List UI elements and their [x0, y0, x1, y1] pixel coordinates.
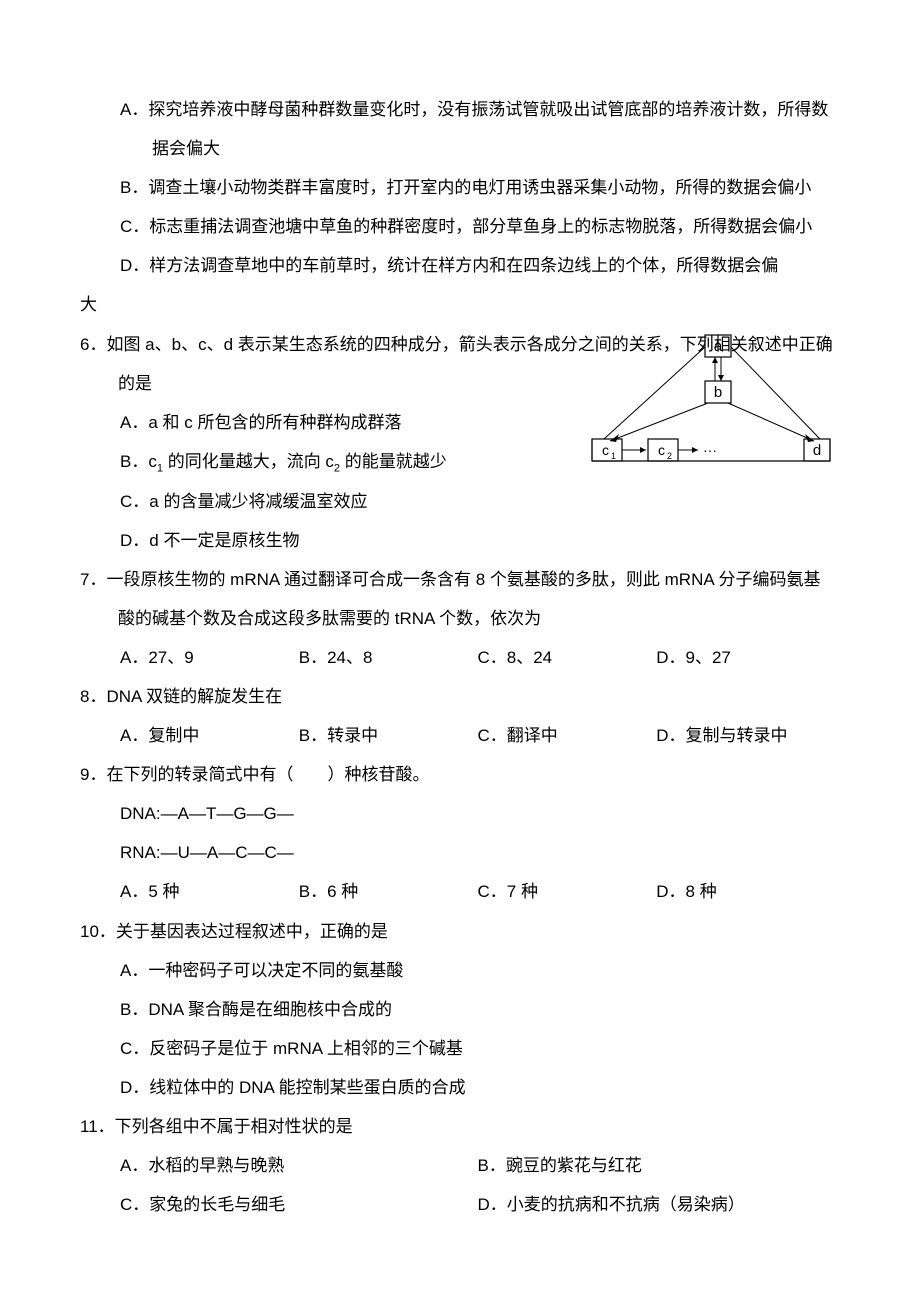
q8-choices: A．复制中 B．转录中 C．翻译中 D．复制与转录中	[80, 716, 835, 755]
q10-a: A．一种密码子可以决定不同的氨基酸	[80, 951, 835, 990]
q7-stem-text: 7．一段原核生物的 mRNA 通过翻译可合成一条含有 8 个氨基酸的多肽，则此 …	[80, 570, 820, 628]
q5-opt-a: A．探究培养液中酵母菌种群数量变化时，没有振荡试管就吸出试管底部的培养液计数，所…	[80, 90, 835, 168]
svg-text:b: b	[714, 384, 722, 401]
q5-opt-d-line1: D．样方法调查草地中的车前草时，统计在样方内和在四条边线上的个体，所得数据会偏	[80, 246, 835, 285]
q5-d-text2: 大	[80, 295, 97, 314]
q5-opt-c: C．标志重捕法调查池塘中草鱼的种群密度时，部分草鱼身上的标志物脱落，所得数据会偏…	[80, 207, 835, 246]
q5-d-text1: D．样方法调查草地中的车前草时，统计在样方内和在四条边线上的个体，所得数据会偏	[120, 256, 778, 275]
q10-stem: 10．关于基因表达过程叙述中，正确的是	[80, 912, 835, 951]
svg-text:d: d	[813, 442, 821, 459]
svg-text:···: ···	[703, 442, 717, 458]
q6-b-pre: B．c	[120, 452, 157, 471]
q9-choices: A．5 种 B．6 种 C．7 种 D．8 种	[80, 872, 835, 911]
q11-c: C．家兔的长毛与细毛	[120, 1185, 478, 1224]
q8-c: C．翻译中	[478, 716, 657, 755]
q6-block: 6．如图 a、b、c、d 表示某生态系统的四种成分，箭头表示各成分之间的关系，下…	[80, 325, 835, 560]
svg-text:2: 2	[667, 451, 672, 461]
q10-b: B．DNA 聚合酶是在细胞核中合成的	[80, 990, 835, 1029]
q11-b: B．豌豆的紫花与红花	[478, 1146, 836, 1185]
q5-b-text: B．调查土壤小动物类群丰富度时，打开室内的电灯用诱虫器采集小动物，所得的数据会偏…	[120, 168, 835, 207]
q7-a: A．27、9	[120, 638, 299, 677]
q6-b-post: 的能量就越少	[340, 452, 447, 471]
q5-c-text: C．标志重捕法调查池塘中草鱼的种群密度时，部分草鱼身上的标志物脱落，所得数据会偏…	[120, 207, 835, 246]
svg-text:c: c	[602, 442, 609, 458]
q10-stem-text: 10．关于基因表达过程叙述中，正确的是	[80, 922, 388, 941]
q9-c: C．7 种	[478, 872, 657, 911]
q8-b: B．转录中	[299, 716, 478, 755]
q9-dna: DNA:—A—T—G—G—	[80, 794, 835, 833]
q5-opt-d-line2: 大	[80, 285, 835, 324]
q9-rna: RNA:—U—A—C—C—	[80, 833, 835, 872]
q8-stem-text: 8．DNA 双链的解旋发生在	[80, 687, 282, 706]
q10-a-text: A．一种密码子可以决定不同的氨基酸	[120, 961, 403, 980]
svg-text:c: c	[658, 442, 665, 458]
q9-a: A．5 种	[120, 872, 299, 911]
q9-stem-text: 9．在下列的转录简式中有（ ）种核苷酸。	[80, 765, 429, 784]
q10-d: D．线粒体中的 DNA 能控制某些蛋白质的合成	[80, 1068, 835, 1107]
q6-b-mid: 的同化量越大，流向 c	[163, 452, 334, 471]
svg-text:1: 1	[611, 451, 616, 461]
q9-stem: 9．在下列的转录简式中有（ ）种核苷酸。	[80, 755, 835, 794]
q10-c: C．反密码子是位于 mRNA 上相邻的三个碱基	[80, 1029, 835, 1068]
q7-c: C．8、24	[478, 638, 657, 677]
q6-opt-d: D．d 不一定是原核生物	[80, 521, 835, 560]
q5-a-text: A．探究培养液中酵母菌种群数量变化时，没有振荡试管就吸出试管底部的培养液计数，所…	[120, 90, 835, 168]
q9-rna-text: RNA:—U—A—C—C—	[120, 843, 294, 862]
q10-b-text: B．DNA 聚合酶是在细胞核中合成的	[120, 1000, 392, 1019]
q9-dna-text: DNA:—A—T—G—G—	[120, 804, 294, 823]
q11-row2: C．家兔的长毛与细毛 D．小麦的抗病和不抗病（易染病）	[80, 1185, 835, 1224]
q6-c-text: C．a 的含量减少将减缓温室效应	[120, 492, 367, 511]
q7-b: B．24、8	[299, 638, 478, 677]
q6-opt-c: C．a 的含量减少将减缓温室效应	[80, 482, 835, 521]
q8-stem: 8．DNA 双链的解旋发生在	[80, 677, 835, 716]
q11-a: A．水稻的早熟与晚熟	[120, 1146, 478, 1185]
q10-d-text: D．线粒体中的 DNA 能控制某些蛋白质的合成	[120, 1078, 466, 1097]
q7-stem: 7．一段原核生物的 mRNA 通过翻译可合成一条含有 8 个氨基酸的多肽，则此 …	[80, 560, 835, 638]
q7-d: D．9、27	[656, 638, 835, 677]
ecosystem-diagram: a b c 1 c 2 ··· d	[590, 333, 835, 463]
q6-d-text: D．d 不一定是原核生物	[120, 531, 299, 550]
q11-stem-text: 11．下列各组中不属于相对性状的是	[80, 1117, 353, 1136]
q8-d: D．复制与转录中	[656, 716, 835, 755]
q8-a: A．复制中	[120, 716, 299, 755]
q6-a-text: A．a 和 c 所包含的所有种群构成群落	[120, 413, 401, 432]
q9-b: B．6 种	[299, 872, 478, 911]
q10-c-text: C．反密码子是位于 mRNA 上相邻的三个碱基	[120, 1039, 463, 1058]
q11-row1: A．水稻的早熟与晚熟 B．豌豆的紫花与红花	[80, 1146, 835, 1185]
q11-stem: 11．下列各组中不属于相对性状的是	[80, 1107, 835, 1146]
q9-d: D．8 种	[656, 872, 835, 911]
q5-opt-b: B．调查土壤小动物类群丰富度时，打开室内的电灯用诱虫器采集小动物，所得的数据会偏…	[80, 168, 835, 207]
q7-choices: A．27、9 B．24、8 C．8、24 D．9、27	[80, 638, 835, 677]
svg-text:a: a	[714, 338, 723, 355]
q11-d: D．小麦的抗病和不抗病（易染病）	[478, 1185, 836, 1224]
